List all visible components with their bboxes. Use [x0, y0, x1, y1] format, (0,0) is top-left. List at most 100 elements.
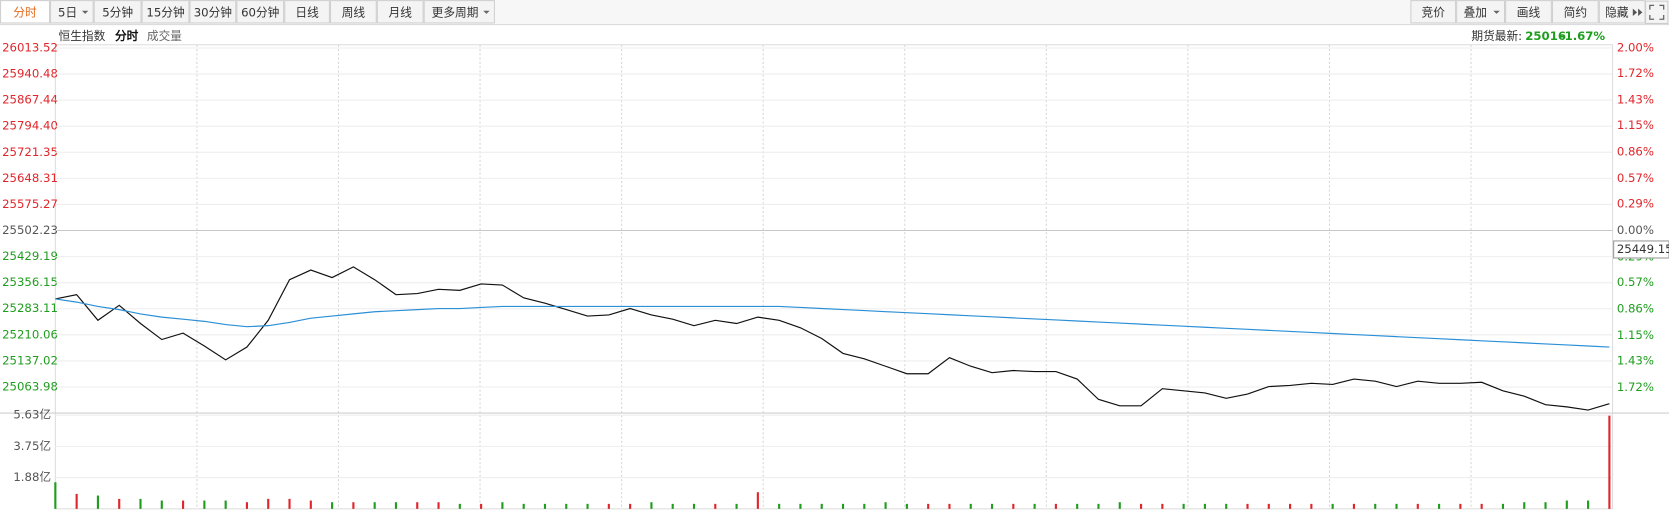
volume-bar [735, 503, 738, 509]
fullscreen-icon[interactable] [1645, 0, 1669, 25]
volume-bar [565, 503, 568, 509]
y2-tick-label: 1.72% [1617, 380, 1654, 394]
volume-bar [1182, 503, 1185, 509]
y-tick-label: 25721.35 [2, 145, 58, 159]
toolbar-label[interactable]: 30分钟 [194, 5, 232, 19]
hide-arrows [1632, 8, 1643, 17]
y-tick-label: 25794.40 [2, 119, 58, 133]
toolbar-label[interactable]: 隐藏 [1605, 5, 1629, 19]
toolbar-button[interactable] [1456, 0, 1506, 24]
toolbar-button[interactable] [423, 0, 495, 24]
y-tick-label: 25429.19 [2, 249, 58, 263]
volume-bar [778, 503, 781, 509]
volume-bar [501, 502, 504, 509]
volume-bar [1459, 503, 1462, 509]
volume-bar [1565, 500, 1568, 509]
volume-bar [394, 502, 398, 509]
y-tick-label: 25283.11 [2, 301, 58, 315]
toolbar-button[interactable] [329, 0, 377, 24]
volume-bar [1118, 502, 1121, 509]
y2-tick-label: 0.86% [1617, 145, 1654, 159]
toolbar-label[interactable]: 15分钟 [146, 5, 184, 19]
price-marker-label: 25449.15 [1617, 242, 1669, 256]
volume-bar [1097, 503, 1100, 509]
volume-bar [118, 498, 121, 509]
y-tick-label: 26013.52 [2, 40, 58, 54]
plot-frame [54, 44, 1614, 510]
toolbar-label[interactable]: 叠加 [1464, 5, 1487, 19]
volume-bar [1225, 503, 1228, 509]
y2-tick-label: 1.15% [1617, 328, 1654, 342]
toolbar-label[interactable]: 竞价 [1422, 5, 1446, 19]
toolbar-button[interactable] [141, 0, 190, 24]
y2-tick-label: 0.00% [1617, 223, 1654, 237]
y2-tick-label: 0.86% [1617, 302, 1654, 316]
volume-bar [1480, 503, 1483, 509]
volume-bar [692, 503, 696, 509]
volume-tick-label: 5.63亿 [13, 408, 51, 422]
y2-tick-label: 1.43% [1617, 92, 1654, 106]
toolbar-label[interactable]: 月线 [389, 5, 413, 19]
toolbar-label[interactable]: 周线 [342, 5, 366, 19]
volume-bar [160, 500, 163, 509]
toolbar-button[interactable] [189, 0, 237, 24]
volume-bar [990, 503, 994, 509]
toolbar-label[interactable]: 简约 [1564, 5, 1587, 19]
futures-label: 期货最新: [1471, 29, 1522, 43]
toolbar-label[interactable]: 日线 [295, 5, 319, 19]
volume-bar [1608, 415, 1611, 509]
toolbar-label[interactable]: 5分钟 [102, 5, 133, 19]
toolbar-button[interactable] [1410, 0, 1457, 24]
toolbar-label[interactable]: 更多周期 [432, 5, 479, 19]
futures-price: 25016 [1525, 29, 1566, 43]
toolbar-button[interactable] [284, 0, 330, 24]
volume-bar [1033, 503, 1036, 509]
volume-bar [373, 502, 376, 509]
price-line [55, 266, 1610, 411]
volume-bar [480, 503, 483, 509]
volume-bar [458, 503, 461, 509]
y2-tick-label: 0.57% [1617, 275, 1654, 289]
volume-bar [905, 503, 908, 509]
volume-title: 成交量 [147, 29, 182, 43]
volume-bar [522, 503, 525, 509]
volume-bar [841, 503, 845, 509]
toolbar-label[interactable]: 5日 [58, 5, 77, 19]
volume-bar [1267, 503, 1270, 509]
volume-bar [1587, 500, 1590, 509]
y2-tick-label: 1.43% [1617, 354, 1654, 368]
caret [483, 10, 490, 14]
toolbar-button[interactable] [376, 0, 424, 24]
volume-bar [1246, 503, 1249, 509]
y2-tick-label: 2.00% [1617, 40, 1654, 54]
mode-label: 分时 [115, 29, 139, 43]
caret [1493, 10, 1500, 14]
volume-bar [1161, 503, 1164, 509]
toolbar-button[interactable] [1551, 0, 1599, 24]
toolbar-label[interactable]: 分时 [13, 5, 37, 19]
toolbar-label[interactable]: 画线 [1517, 5, 1541, 19]
volume-bar [437, 502, 440, 509]
caret [81, 10, 89, 14]
volume-bar [267, 498, 270, 509]
toolbar-button[interactable] [93, 0, 142, 24]
volume-bar [1076, 503, 1079, 509]
y2-tick-label: 1.72% [1617, 66, 1654, 80]
volume-bar [1374, 503, 1377, 509]
volume-bar [1501, 503, 1505, 509]
volume-bar [607, 503, 610, 509]
toolbar-button[interactable] [50, 0, 94, 24]
volume-bar [650, 502, 653, 509]
toolbar-button[interactable] [1505, 0, 1552, 24]
fullscreen-glyph [1649, 4, 1665, 20]
volume-bar [139, 498, 142, 509]
volume-bar [1352, 503, 1355, 509]
y-tick-label: 25356.15 [2, 275, 58, 289]
fullscreen-button[interactable] [1645, 0, 1669, 25]
toolbar-button[interactable] [1598, 0, 1646, 24]
toolbar-label[interactable]: 60分钟 [241, 5, 279, 19]
toolbar-button[interactable] [0, 0, 51, 24]
toolbar-button[interactable] [236, 0, 285, 24]
